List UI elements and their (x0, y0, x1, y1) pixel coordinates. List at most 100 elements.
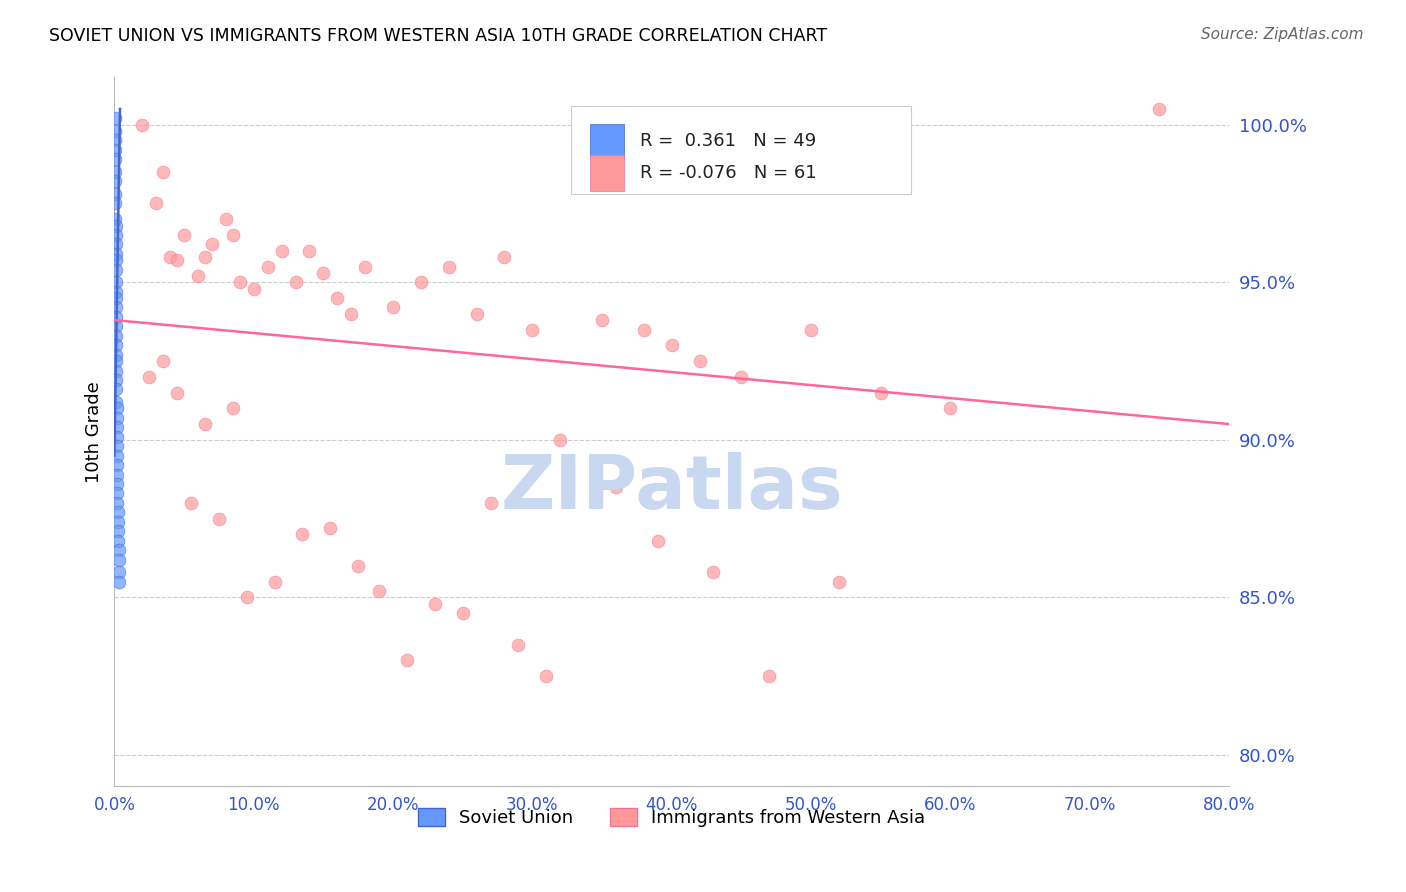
Y-axis label: 10th Grade: 10th Grade (86, 381, 103, 483)
Point (138, 369, 160, 384)
Point (104, 187, 127, 202)
Point (104, 237, 127, 252)
Point (451, 606, 474, 620)
Point (104, 143, 127, 157)
Point (131, 118, 153, 132)
Point (298, 244, 321, 258)
Point (104, 291, 127, 305)
Point (1149, 102, 1171, 116)
Point (479, 496, 502, 510)
Point (647, 533, 669, 548)
Point (159, 250, 181, 264)
Point (107, 543, 129, 558)
Point (104, 319, 127, 334)
Point (107, 486, 129, 500)
Point (494, 250, 516, 264)
Point (194, 417, 217, 431)
Point (222, 227, 245, 242)
Point (104, 348, 127, 362)
Point (256, 260, 278, 274)
Legend: Soviet Union, Immigrants from Western Asia: Soviet Union, Immigrants from Western As… (411, 800, 932, 834)
Point (368, 584, 391, 599)
Point (702, 565, 724, 579)
Point (661, 338, 683, 352)
Point (215, 212, 238, 227)
Text: R = -0.076   N = 61: R = -0.076 N = 61 (641, 164, 817, 182)
Point (437, 260, 460, 274)
Point (104, 112, 127, 126)
Point (105, 383, 128, 397)
FancyBboxPatch shape (571, 106, 911, 194)
Point (465, 307, 488, 321)
Point (104, 329, 127, 343)
Point (166, 253, 188, 268)
Point (326, 291, 349, 305)
Point (107, 496, 129, 510)
Text: R =  0.361   N = 49: R = 0.361 N = 49 (641, 132, 817, 150)
Point (800, 322, 823, 336)
Point (104, 275, 127, 289)
Point (187, 268, 209, 283)
Point (222, 401, 245, 416)
Point (152, 354, 174, 368)
Point (548, 433, 571, 447)
Point (173, 227, 195, 242)
Point (340, 307, 363, 321)
Point (104, 301, 127, 315)
Point (105, 449, 128, 463)
Point (105, 420, 128, 434)
Point (104, 247, 127, 261)
Point (689, 354, 711, 368)
Point (104, 196, 127, 211)
Point (508, 638, 530, 652)
Text: Source: ZipAtlas.com: Source: ZipAtlas.com (1201, 27, 1364, 42)
Point (229, 275, 252, 289)
Point (270, 244, 292, 258)
Point (319, 521, 342, 535)
Point (104, 219, 127, 233)
Point (869, 385, 891, 400)
Point (758, 669, 780, 683)
Point (939, 401, 962, 416)
Point (108, 565, 131, 579)
Point (291, 527, 314, 541)
Point (105, 458, 128, 472)
Point (194, 250, 217, 264)
Point (166, 385, 188, 400)
Point (201, 237, 224, 252)
Point (730, 369, 752, 384)
Text: ZIPatlas: ZIPatlas (501, 452, 844, 525)
Point (105, 477, 128, 491)
Point (105, 410, 128, 425)
Point (180, 496, 202, 510)
Point (104, 174, 127, 188)
Point (104, 212, 127, 227)
Point (104, 285, 127, 299)
Point (382, 301, 405, 315)
Point (633, 322, 655, 336)
Point (105, 401, 128, 416)
Point (605, 480, 627, 494)
Point (105, 363, 128, 377)
Point (104, 133, 127, 147)
Point (395, 653, 418, 667)
Point (354, 260, 377, 274)
Point (284, 275, 307, 289)
Point (208, 511, 231, 525)
Point (104, 227, 127, 242)
Point (107, 515, 129, 529)
FancyBboxPatch shape (591, 123, 624, 159)
Point (145, 196, 167, 211)
Point (347, 558, 370, 573)
Point (105, 467, 128, 482)
Point (828, 574, 851, 589)
Point (242, 282, 264, 296)
Point (104, 262, 127, 277)
Point (104, 124, 127, 138)
Point (591, 313, 613, 327)
Point (105, 373, 128, 387)
Point (107, 552, 129, 566)
Point (263, 574, 285, 589)
Text: SOVIET UNION VS IMMIGRANTS FROM WESTERN ASIA 10TH GRADE CORRELATION CHART: SOVIET UNION VS IMMIGRANTS FROM WESTERN … (49, 27, 827, 45)
Point (409, 275, 432, 289)
